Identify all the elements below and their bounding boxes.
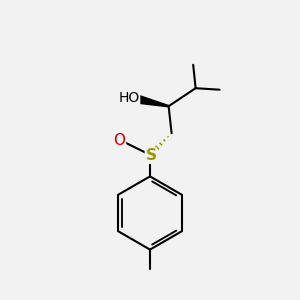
Polygon shape (135, 94, 169, 107)
Text: S: S (146, 148, 156, 163)
Text: HO: HO (118, 91, 140, 105)
Text: O: O (113, 133, 125, 148)
